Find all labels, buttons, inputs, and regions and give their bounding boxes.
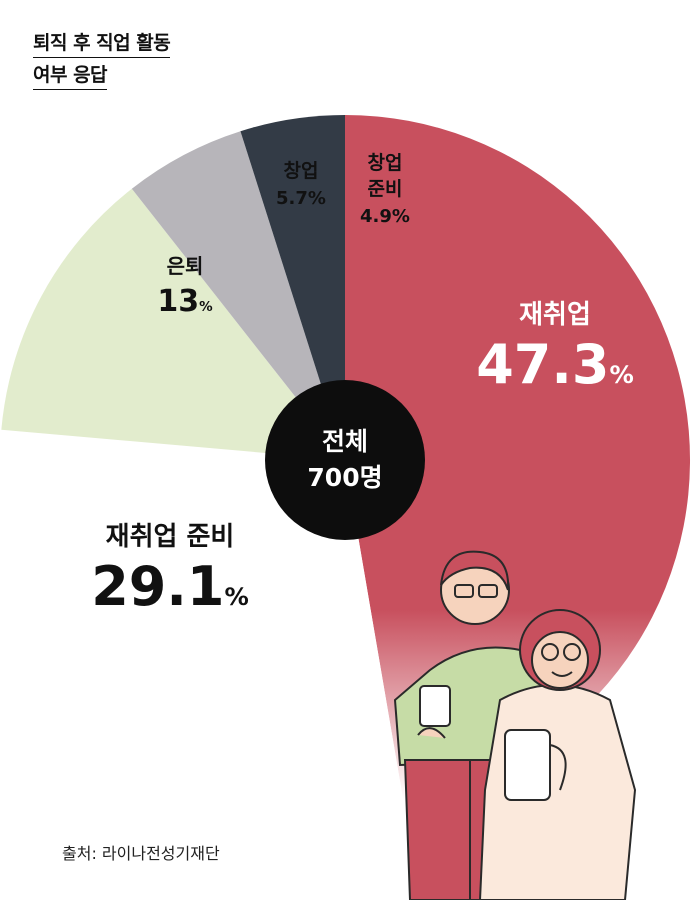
label-startup-prep-value: 4.9% bbox=[360, 206, 410, 227]
label-retired-value: 13 bbox=[157, 284, 200, 319]
label-startup-value: 5.7% bbox=[276, 188, 326, 209]
chart-title-line-2: 여부 응답 bbox=[33, 60, 108, 90]
slice-startup-prep bbox=[240, 114, 345, 460]
label-re-employment: 재취업 47.3% bbox=[450, 298, 660, 408]
label-re-employment-prep-name: 재취업 준비 bbox=[105, 522, 235, 552]
slice-re-employment bbox=[345, 114, 691, 801]
label-re-employment-unit: % bbox=[609, 360, 634, 389]
label-re-employment-prep-unit: % bbox=[224, 582, 249, 611]
center-circle bbox=[265, 380, 425, 540]
label-startup-prep: 창업 준비 4.9% bbox=[350, 150, 420, 232]
chart-title-line-1: 퇴직 후 직업 활동 bbox=[33, 28, 171, 58]
label-startup-prep-name-2: 준비 bbox=[367, 178, 403, 200]
label-re-employment-prep-value: 29.1 bbox=[91, 555, 225, 618]
center-total: 전체 700명 bbox=[265, 380, 425, 540]
slice-retired bbox=[1, 188, 346, 461]
source-note: 출처: 라이나전성기재단 bbox=[62, 844, 220, 863]
label-retired: 은퇴 13% bbox=[140, 252, 230, 329]
center-total-label: 전체 bbox=[321, 427, 368, 456]
label-startup-name: 창업 bbox=[283, 160, 319, 182]
label-re-employment-prep: 재취업 준비 29.1% bbox=[70, 520, 270, 630]
label-re-employment-name: 재취업 bbox=[519, 300, 591, 330]
label-startup: 창업 5.7% bbox=[266, 158, 336, 214]
label-startup-prep-name-1: 창업 bbox=[367, 152, 403, 174]
label-retired-unit: % bbox=[199, 299, 213, 315]
label-re-employment-value: 47.3 bbox=[476, 333, 610, 396]
center-total-value: 700명 bbox=[307, 463, 383, 492]
label-retired-name: 은퇴 bbox=[166, 254, 204, 278]
slice-startup bbox=[131, 131, 345, 460]
couple-illustration bbox=[393, 550, 637, 900]
